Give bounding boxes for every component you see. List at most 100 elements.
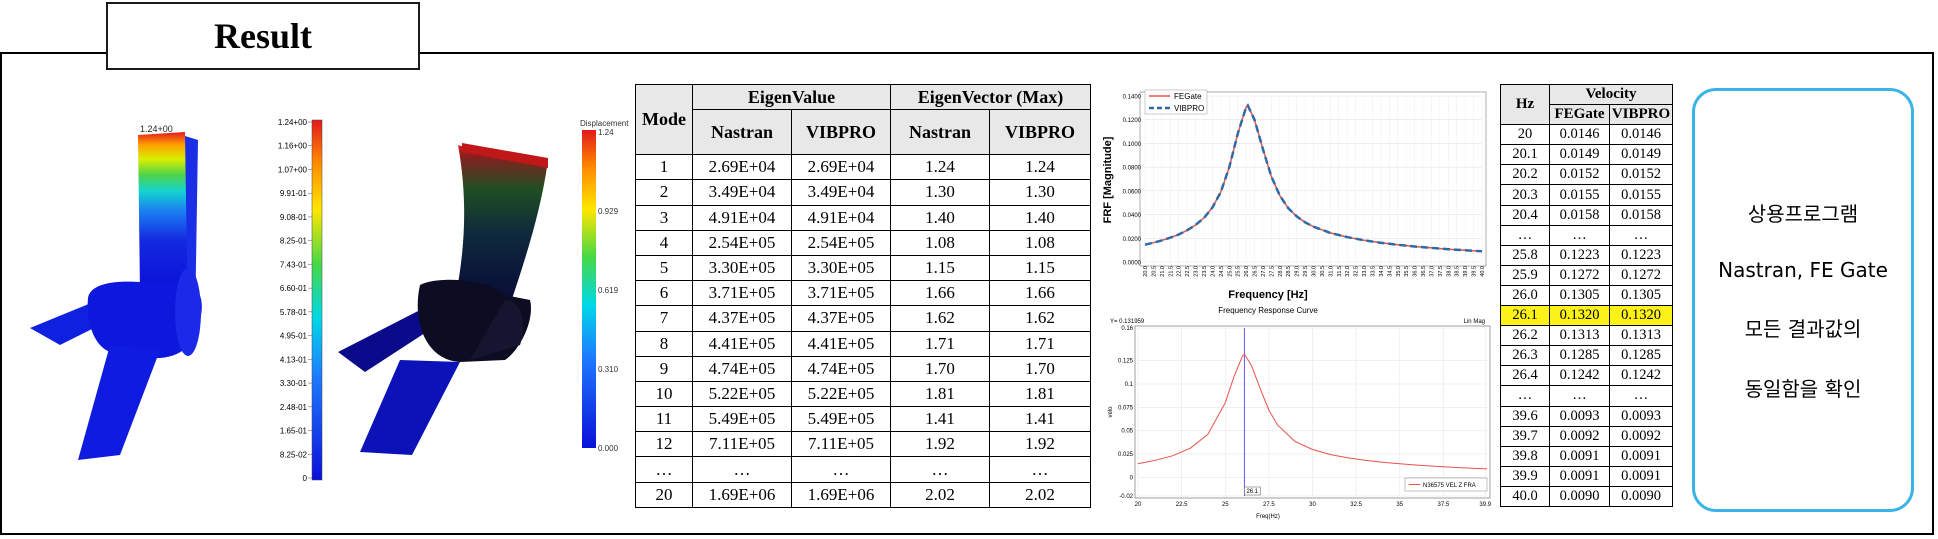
table-row: 9 4.74E+05 4.74E+05 1.70 1.70 <box>635 355 1091 382</box>
x-tick-label: 40.0 <box>1480 266 1486 277</box>
legend-label-vibpro: VIBPRO <box>1174 104 1204 113</box>
table-cell: 0.0146 <box>1609 124 1673 146</box>
table-row: 20 1.69E+06 1.69E+06 2.02 2.02 <box>635 481 1091 508</box>
page-title: Result <box>214 16 312 56</box>
result-title-box: Result <box>106 2 420 70</box>
table-cell: 5 <box>635 254 693 282</box>
y-tick-label: 0 <box>1130 475 1134 481</box>
table-cell: 26.2 <box>1500 325 1550 347</box>
table-row: 20.2 0.0152 0.0152 <box>1500 164 1673 186</box>
x-tick-label: 32.5 <box>1354 266 1360 277</box>
y-tick-label: 0.1 <box>1125 382 1134 388</box>
cursor-label: 26.1 <box>1246 489 1258 495</box>
chart-bottom-title: Frequency Response Curve <box>1218 306 1318 315</box>
table-cell: 2.02 <box>890 481 990 508</box>
table-cell: … <box>1609 385 1673 407</box>
table-row: 40.0 0.0090 0.0090 <box>1500 485 1673 507</box>
y-tick-label: 0.125 <box>1118 359 1134 365</box>
y-tick-label: 0.1000 <box>1123 142 1142 148</box>
table-cell: 1.08 <box>989 229 1091 256</box>
scale-label: 1.07+00 <box>278 165 308 174</box>
table-cell: 20.1 <box>1500 144 1550 166</box>
table-row: 26.2 0.1313 0.1313 <box>1500 325 1673 347</box>
table-cell: 1.24 <box>890 154 990 181</box>
note-line-3: 모든 결과값의 <box>1744 317 1862 341</box>
table-cell: 1.41 <box>989 406 1091 433</box>
x-tick-label: 28.0 <box>1278 266 1284 277</box>
col-eigenvalue: EigenValue <box>692 83 891 111</box>
table-cell: 1.70 <box>989 355 1091 382</box>
note-line-2: Nastran, FE Gate <box>1718 258 1888 282</box>
x-tick-label: 28.5 <box>1286 266 1292 277</box>
table-cell: 1.92 <box>989 431 1091 458</box>
vibpro-series-line <box>1144 103 1483 253</box>
table-cell: 26.0 <box>1500 284 1550 307</box>
scale-label: 8.25-01 <box>280 237 308 246</box>
table-cell: 20 <box>1500 124 1550 146</box>
chart-top-xlabel: Frequency [Hz] <box>1228 289 1308 301</box>
table-cell: 20.2 <box>1500 164 1550 186</box>
table-cell: 25.9 <box>1500 264 1550 286</box>
table-cell: 25.8 <box>1500 244 1550 266</box>
table-cell: 1.71 <box>890 330 990 357</box>
table-cell: 9 <box>635 355 693 382</box>
table-cell: 1.15 <box>989 254 1091 282</box>
table-cell: 5.22E+05 <box>791 380 891 408</box>
x-tick-label: 20.0 <box>1143 266 1149 277</box>
table-row: 6 3.71E+05 3.71E+05 1.66 1.66 <box>635 280 1091 307</box>
table-cell: 1.40 <box>989 204 1091 231</box>
x-tick-label: 34.5 <box>1387 266 1393 277</box>
table-cell: 3.71E+05 <box>692 280 792 307</box>
left-top-label: 1.24+00 <box>140 124 173 134</box>
table-cell: 0.0155 <box>1609 184 1673 206</box>
table-cell: 0.0149 <box>1549 144 1610 166</box>
x-tick-label: 22.0 <box>1177 266 1183 277</box>
x-tick-label: 30 <box>1309 502 1316 508</box>
table-row: 20.3 0.0155 0.0155 <box>1500 184 1673 206</box>
col-eigenvector-vibpro: VIBPRO <box>989 109 1091 156</box>
table-cell: 1.40 <box>890 204 990 231</box>
table-cell: 11 <box>635 406 693 433</box>
x-tick-label: 38.0 <box>1446 266 1452 277</box>
table-row: 39.8 0.0091 0.0091 <box>1500 445 1673 467</box>
table-cell: 39.6 <box>1500 405 1550 427</box>
x-tick-label: 25.5 <box>1236 266 1242 277</box>
x-tick-label: 20 <box>1135 502 1142 508</box>
table-cell: 4.91E+04 <box>692 204 792 231</box>
x-tick-label: 35 <box>1396 502 1403 508</box>
legend-label-velocity: N36575 VEL Z FRA <box>1423 483 1476 489</box>
scale-label: 2.48-01 <box>280 403 308 412</box>
table-cell: 0.1285 <box>1609 345 1673 367</box>
table-cell: 5.49E+05 <box>692 406 792 433</box>
table-row: 20 0.0146 0.0146 <box>1500 124 1673 146</box>
x-tick-label: 36.5 <box>1421 266 1427 277</box>
table-cell: 1.81 <box>989 380 1091 408</box>
table-cell: 0.1285 <box>1549 345 1610 367</box>
table-row: 1 2.69E+04 2.69E+04 1.24 1.24 <box>635 154 1091 181</box>
table-cell: 0.1313 <box>1609 325 1673 347</box>
table-cell: 3.30E+05 <box>692 254 792 282</box>
table-cell: 7 <box>635 305 693 332</box>
table-cell: 4.74E+05 <box>791 355 891 382</box>
table-cell: 4.74E+05 <box>692 355 792 382</box>
table-cell: 2.54E+05 <box>692 229 792 256</box>
velocity-table: Hz Velocity FEGate VIBPRO 20 0.0146 0.0146… <box>1500 83 1673 507</box>
x-tick-label: 26.0 <box>1244 266 1250 277</box>
x-tick-label: 37.0 <box>1429 266 1435 277</box>
chart-top-legend: FEGate VIBPRO <box>1144 89 1208 115</box>
table-cell: 2.69E+04 <box>791 154 891 181</box>
y-tick-label: 0.05 <box>1121 429 1133 435</box>
x-tick-label: 37.5 <box>1438 266 1444 277</box>
scale-label: 1.24 <box>598 128 614 137</box>
table-cell: 1.41 <box>890 406 990 433</box>
x-tick-label: 21.0 <box>1160 266 1166 277</box>
table-row: 25.9 0.1272 0.1272 <box>1500 264 1673 286</box>
table-cell: 4 <box>635 229 693 256</box>
table-cell: 1.30 <box>890 179 990 206</box>
table-row: …………… <box>635 456 1091 483</box>
table-cell: 0.1305 <box>1609 284 1673 307</box>
table-cell: 2 <box>635 179 693 206</box>
table-cell: 1.66 <box>890 280 990 307</box>
table-cell: … <box>1500 385 1550 407</box>
